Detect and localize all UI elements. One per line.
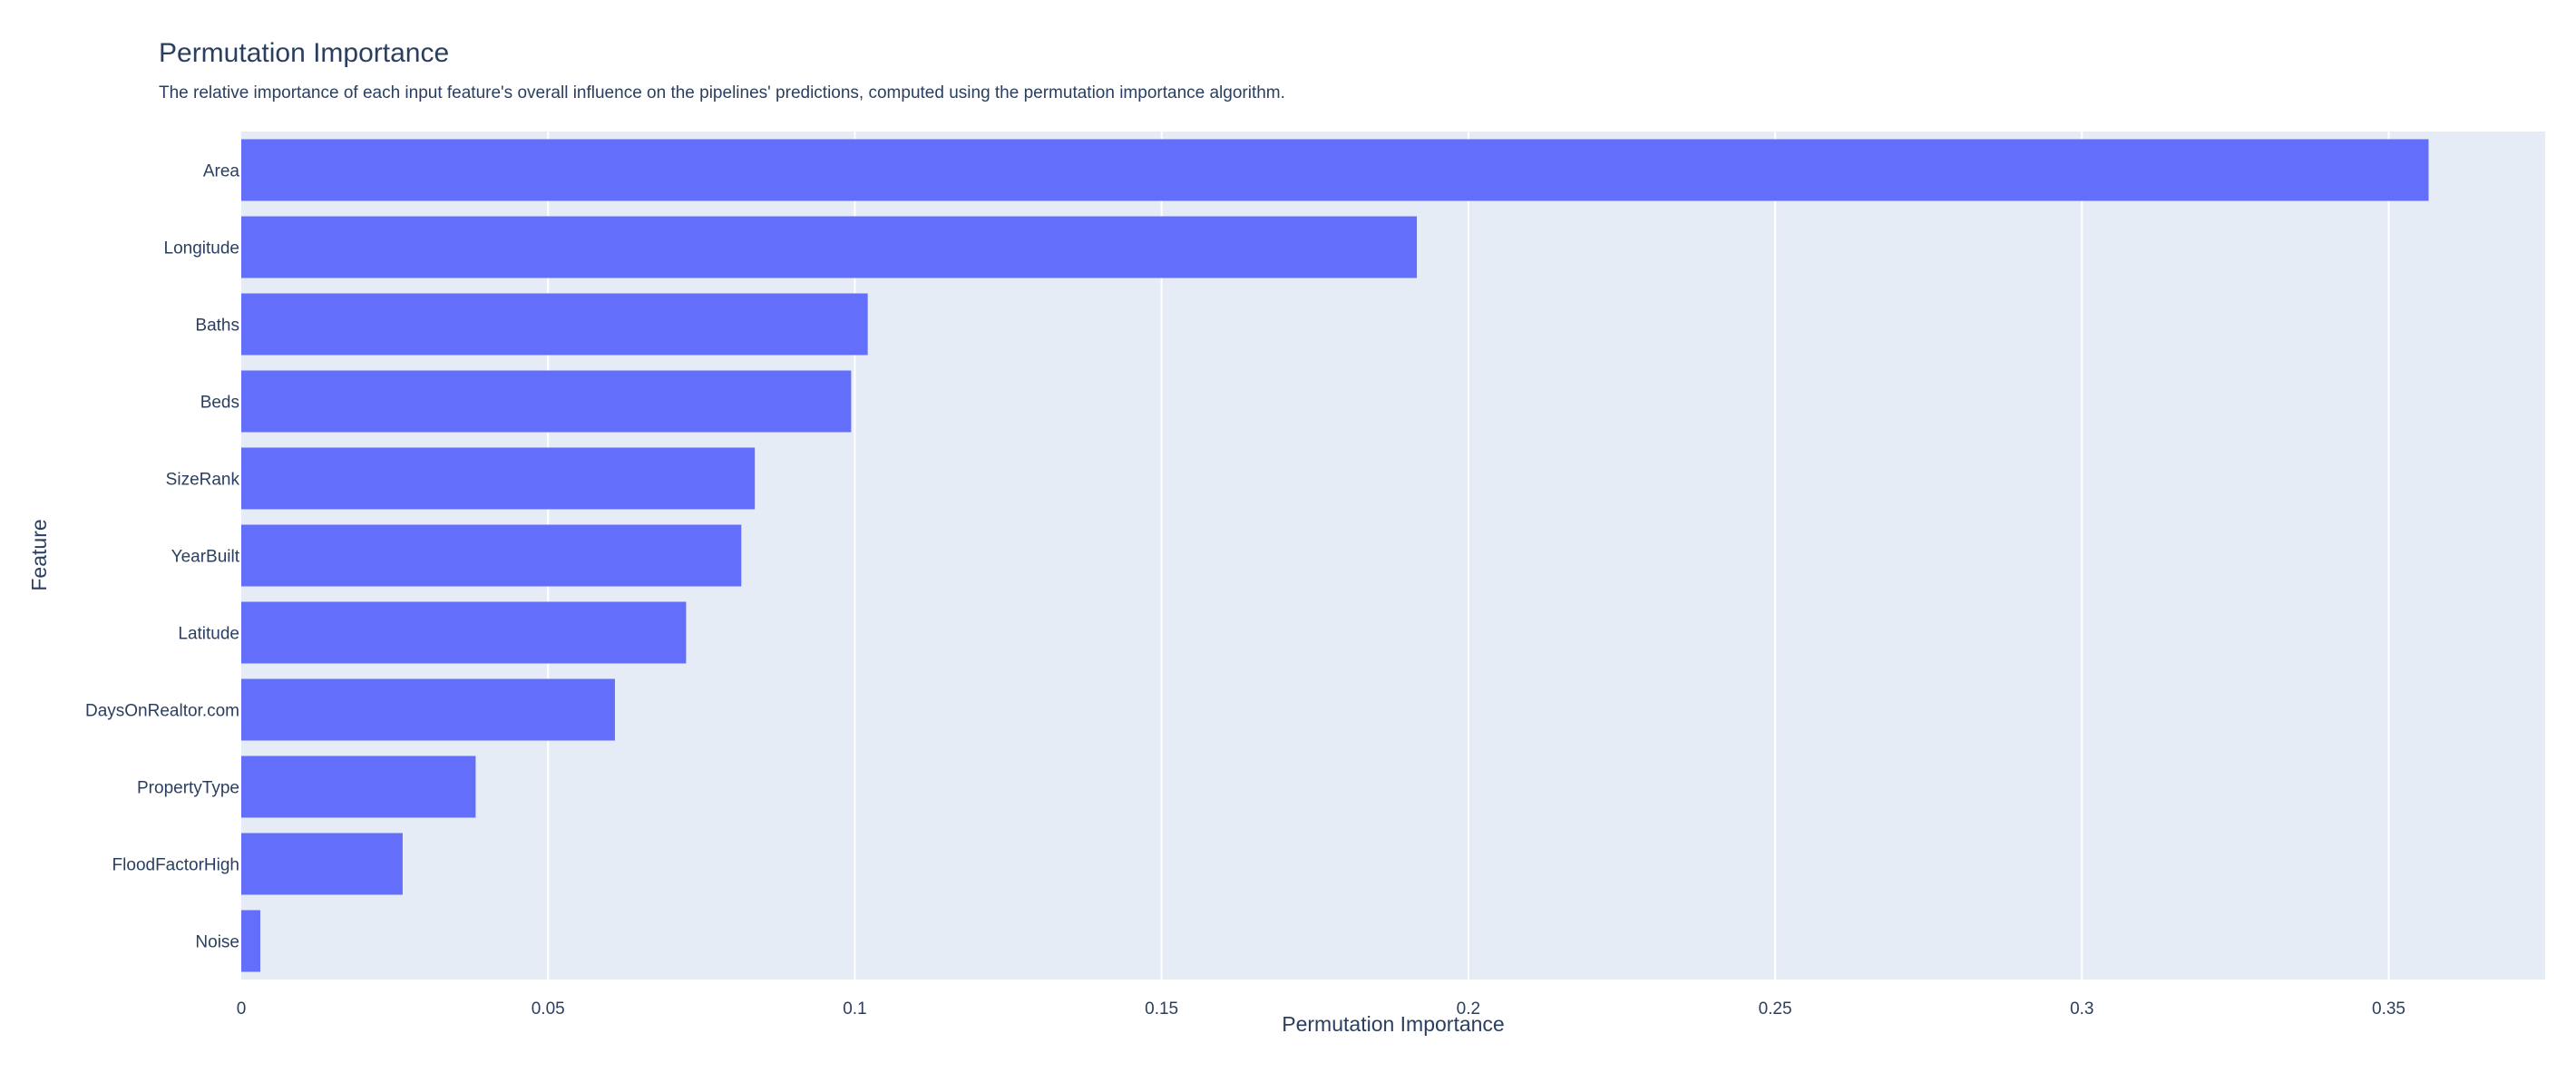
bar-beds[interactable] [241,370,852,433]
x-tick-label: 0.3 [2070,999,2093,1019]
bar-daysonrealtor-com[interactable] [241,678,615,741]
x-tick-label: 0.25 [1759,999,1792,1019]
y-tick-label: Area [203,162,240,181]
x-tick-label: 0.35 [2372,999,2405,1019]
bar-propertytype[interactable] [241,756,476,818]
y-tick-label: Latitude [178,625,239,644]
y-axis-tick-labels: Area Longitude Baths Beds SizeRank YearBuilt L… [85,162,240,952]
x-axis-tick-labels: 0 0.05 0.1 0.15 0.2 0.25 0.3 0.35 [237,999,2405,1019]
y-axis-title: Feature [27,519,51,590]
x-tick-label: 0.1 [843,999,866,1019]
chart-subtitle: The relative importance of each input fe… [159,83,1285,102]
chart-title: Permutation Importance [159,38,450,68]
y-tick-label: SizeRank [166,471,240,490]
x-tick-label: 0.15 [1145,999,1178,1019]
bars [241,139,2429,972]
y-tick-label: YearBuilt [171,548,240,567]
y-tick-label: FloodFactorHigh [112,856,239,875]
bar-yearbuilt[interactable] [241,524,742,587]
x-tick-label: 0 [237,999,247,1019]
y-tick-label: Longitude [164,239,239,258]
bar-baths[interactable] [241,293,868,356]
y-tick-label: Noise [195,933,239,952]
bar-longitude[interactable] [241,216,1418,278]
y-tick-label: Baths [195,317,239,336]
bar-area[interactable] [241,139,2429,201]
y-tick-label: DaysOnRealtor.com [85,702,239,721]
bar-noise[interactable] [241,910,260,972]
x-tick-label: 0.2 [1457,999,1480,1019]
bar-sizerank[interactable] [241,447,756,510]
x-tick-label: 0.05 [532,999,565,1019]
y-tick-label: Beds [200,394,239,413]
x-axis-title: Permutation Importance [1282,1012,1504,1036]
bar-latitude[interactable] [241,601,687,664]
y-tick-label: PropertyType [137,779,239,798]
bar-floodfactorhigh[interactable] [241,833,403,895]
